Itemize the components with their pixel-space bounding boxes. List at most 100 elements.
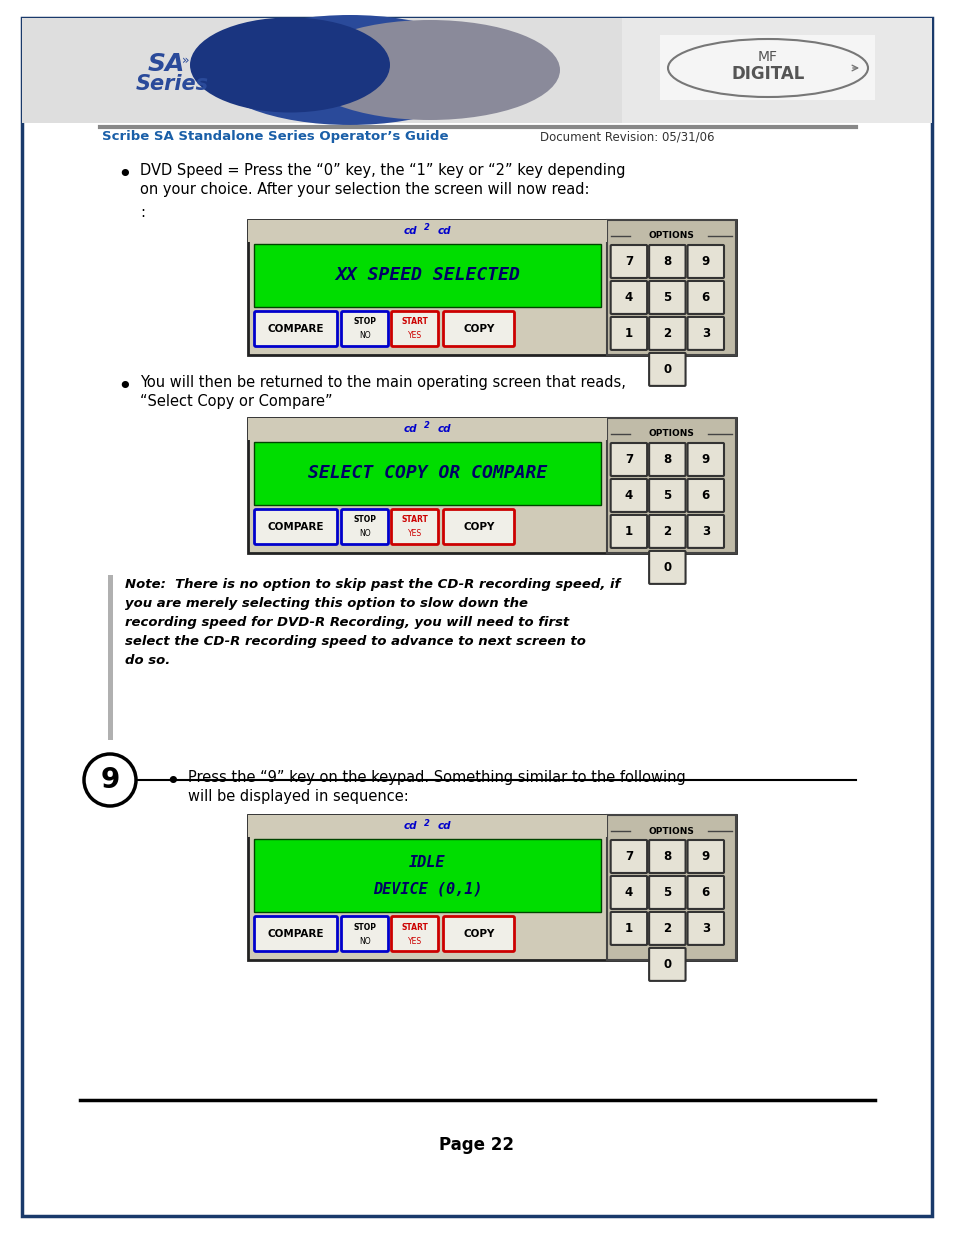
Text: 4: 4 [624, 489, 633, 501]
Bar [22, 19, 931, 124]
Text: •: • [165, 769, 179, 794]
Text: OPTIONS: OPTIONS [648, 430, 694, 438]
Ellipse shape [299, 20, 559, 120]
Text: COMPARE: COMPARE [268, 522, 324, 532]
Text: DIGITAL: DIGITAL [731, 65, 803, 83]
Bar [108, 576, 112, 740]
FancyBboxPatch shape [610, 911, 646, 945]
FancyBboxPatch shape [648, 282, 685, 314]
Text: 5: 5 [662, 489, 671, 501]
Text: YES: YES [408, 530, 421, 538]
Text: 5: 5 [662, 885, 671, 899]
Text: Note:  There is no option to skip past the CD-R recording speed, if: Note: There is no option to skip past th… [125, 578, 619, 592]
Text: •: • [117, 375, 132, 399]
Bar [248, 815, 606, 837]
Text: STOP: STOP [354, 923, 376, 931]
FancyBboxPatch shape [254, 311, 337, 347]
FancyBboxPatch shape [254, 916, 337, 951]
FancyBboxPatch shape [648, 948, 685, 981]
Ellipse shape [210, 15, 490, 125]
Bar [22, 19, 621, 124]
FancyBboxPatch shape [648, 317, 685, 350]
Text: START: START [401, 515, 428, 525]
Text: do so.: do so. [125, 655, 170, 667]
FancyBboxPatch shape [687, 515, 723, 548]
Text: 7: 7 [624, 254, 632, 268]
Text: COPY: COPY [463, 324, 495, 333]
Text: 5: 5 [662, 291, 671, 304]
FancyBboxPatch shape [391, 510, 438, 545]
Text: You will then be returned to the main operating screen that reads,: You will then be returned to the main op… [140, 375, 625, 390]
Text: 7: 7 [624, 850, 632, 863]
Text: Scribe SA Standalone Series Operator’s Guide: Scribe SA Standalone Series Operator’s G… [102, 130, 448, 143]
Text: Document Revision: 05/31/06: Document Revision: 05/31/06 [539, 130, 714, 143]
FancyBboxPatch shape [391, 916, 438, 951]
Text: 6: 6 [700, 885, 709, 899]
Text: 0: 0 [662, 363, 671, 375]
FancyBboxPatch shape [254, 510, 337, 545]
Text: “Select Copy or Compare”: “Select Copy or Compare” [140, 394, 333, 409]
Text: Series: Series [136, 74, 209, 94]
FancyBboxPatch shape [443, 916, 514, 951]
Bar [606, 220, 735, 354]
Bar [659, 35, 874, 100]
Text: STOP: STOP [354, 317, 376, 326]
Text: 3: 3 [701, 923, 709, 935]
FancyBboxPatch shape [610, 515, 646, 548]
FancyBboxPatch shape [610, 840, 646, 873]
Text: 8: 8 [662, 254, 671, 268]
Text: cd: cd [436, 226, 451, 236]
Bar [248, 815, 735, 960]
Text: 1: 1 [624, 327, 632, 340]
FancyBboxPatch shape [648, 353, 685, 385]
Text: 8: 8 [662, 850, 671, 863]
FancyBboxPatch shape [687, 876, 723, 909]
FancyBboxPatch shape [687, 317, 723, 350]
FancyBboxPatch shape [687, 479, 723, 513]
Bar [248, 417, 735, 553]
Text: •: • [117, 163, 132, 186]
Text: SELECT COPY OR COMPARE: SELECT COPY OR COMPARE [308, 464, 546, 483]
Text: YES: YES [408, 936, 421, 946]
FancyBboxPatch shape [648, 840, 685, 873]
Bar [248, 220, 606, 242]
Text: cd: cd [403, 424, 416, 433]
FancyBboxPatch shape [610, 876, 646, 909]
FancyBboxPatch shape [341, 916, 388, 951]
Text: NO: NO [359, 936, 371, 946]
Bar [248, 417, 606, 440]
Text: YES: YES [408, 331, 421, 341]
Text: recording speed for DVD-R Recording, you will need to first: recording speed for DVD-R Recording, you… [125, 616, 569, 629]
Text: DVD Speed = Press the “0” key, the “1” key or “2” key depending: DVD Speed = Press the “0” key, the “1” k… [140, 163, 625, 178]
Text: cd: cd [403, 226, 416, 236]
Bar [253, 442, 600, 505]
FancyBboxPatch shape [341, 311, 388, 347]
FancyBboxPatch shape [443, 311, 514, 347]
Text: 2: 2 [424, 819, 430, 827]
FancyBboxPatch shape [648, 551, 685, 584]
Text: Page 22: Page 22 [439, 1136, 514, 1153]
Text: 3: 3 [701, 525, 709, 538]
Text: cd: cd [436, 424, 451, 433]
Text: 9: 9 [100, 766, 119, 794]
FancyBboxPatch shape [687, 443, 723, 475]
Text: 4: 4 [624, 291, 633, 304]
FancyBboxPatch shape [648, 443, 685, 475]
Text: will be displayed in sequence:: will be displayed in sequence: [188, 789, 408, 804]
Text: STOP: STOP [354, 515, 376, 525]
Text: on your choice. After your selection the screen will now read:: on your choice. After your selection the… [140, 182, 589, 198]
Text: 1: 1 [624, 525, 632, 538]
FancyBboxPatch shape [610, 245, 646, 278]
FancyBboxPatch shape [687, 282, 723, 314]
Text: OPTIONS: OPTIONS [648, 231, 694, 241]
FancyBboxPatch shape [610, 282, 646, 314]
Bar [253, 245, 600, 308]
Text: IDLE: IDLE [409, 855, 445, 869]
Text: 9: 9 [700, 453, 709, 466]
Text: COPY: COPY [463, 522, 495, 532]
Text: XX SPEED SELECTED: XX SPEED SELECTED [335, 267, 519, 284]
Text: 9: 9 [700, 850, 709, 863]
Text: »: » [182, 54, 190, 67]
Text: select the CD-R recording speed to advance to next screen to: select the CD-R recording speed to advan… [125, 635, 585, 648]
FancyBboxPatch shape [610, 317, 646, 350]
